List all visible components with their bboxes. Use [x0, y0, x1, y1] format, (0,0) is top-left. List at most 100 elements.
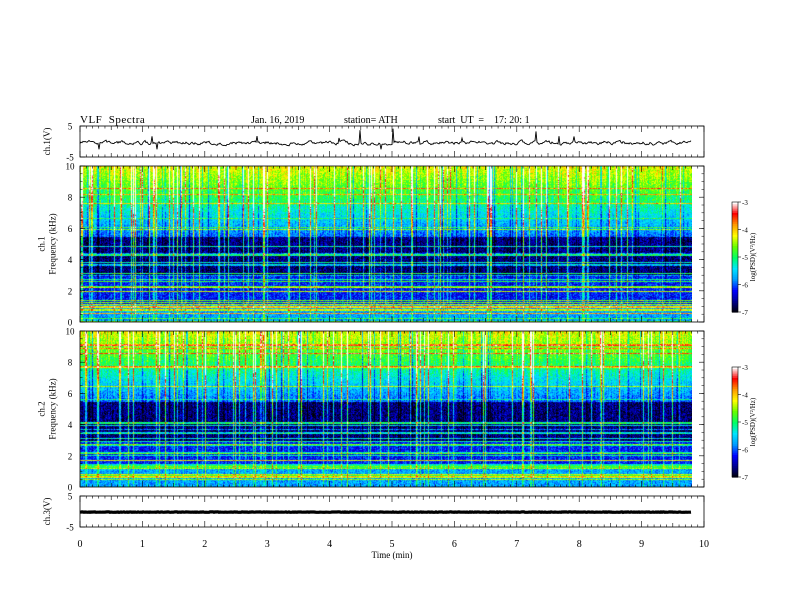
colorbar-swatch [732, 275, 738, 278]
colorbar-swatch [732, 213, 738, 216]
x-tick-label: 9 [639, 539, 644, 550]
colorbar-swatch [732, 277, 738, 280]
colorbar-swatch [732, 390, 738, 394]
x-tick-label: 8 [577, 539, 582, 550]
colorbar-swatch [732, 262, 738, 265]
colorbar-swatch [732, 376, 738, 379]
colorbar-swatch [732, 308, 738, 311]
colorbar-swatch [732, 302, 738, 306]
colorbar-swatch [732, 436, 738, 440]
colorbar-tick-label: -5 [742, 254, 748, 262]
y-axis-label-ch1-waveform: ch.1(V) [42, 128, 52, 156]
colorbar-swatch [732, 398, 738, 401]
colorbar-swatch [732, 290, 738, 293]
x-tick-label: 5 [390, 539, 395, 550]
colorbar-swatch [732, 268, 738, 271]
y-tick-label: 6 [68, 389, 73, 399]
colorbar-swatch [732, 392, 738, 396]
colorbar-swatch [732, 231, 738, 234]
colorbar-swatch [732, 282, 738, 286]
colorbar-swatch [732, 266, 738, 269]
colorbar-swatch [732, 299, 738, 302]
colorbar-swatch [732, 225, 738, 229]
colorbar-swatch [732, 455, 738, 458]
colorbar-tick-label: -3 [742, 199, 748, 207]
colorbar-swatch [732, 207, 738, 210]
y-axis-label-ch3-waveform: ch.3(V) [42, 498, 52, 526]
colorbar-swatch [732, 409, 738, 412]
colorbar-swatch [732, 240, 738, 243]
colorbar-swatch [732, 297, 738, 300]
colorbar-swatch [732, 220, 738, 223]
colorbar-swatch [732, 368, 738, 372]
colorbar-swatch [732, 379, 738, 383]
colorbar-swatch [732, 306, 738, 309]
y-tick-label: 10 [66, 327, 76, 337]
y-tick-label: 5 [68, 122, 73, 132]
colorbar-swatch [732, 425, 738, 429]
colorbar-swatch [732, 253, 738, 256]
colorbar-swatch [732, 264, 738, 267]
colorbar-swatch [732, 372, 738, 375]
header-start-time: start UT = 17: 20: 1 [438, 115, 530, 126]
colorbar-swatch [732, 400, 738, 403]
colorbar-swatch [732, 440, 738, 443]
colorbar-swatch [732, 242, 738, 245]
colorbar-swatch [732, 396, 738, 399]
colorbar-swatch [732, 412, 738, 416]
colorbar-swatch [732, 420, 738, 423]
colorbar-swatch [732, 222, 738, 225]
colorbar-swatch [732, 203, 738, 207]
colorbar-swatch [732, 249, 738, 253]
x-tick-label: 3 [265, 539, 270, 550]
colorbar-swatch [732, 269, 738, 273]
y-axis-label-ch2-spectrogram: ch.2 [37, 401, 47, 416]
y-axis-label-ch1-spectrogram: Frequency (kHz) [48, 213, 58, 274]
y-tick-label: 5 [68, 492, 73, 502]
colorbar-swatch [732, 236, 738, 240]
colorbar-swatch [732, 444, 738, 447]
colorbar-swatch [732, 374, 738, 377]
colorbar-swatch [732, 257, 738, 260]
colorbar-swatch [732, 233, 738, 236]
colorbar-swatch [732, 464, 738, 467]
y-axis-label-ch1-spectrogram: ch.1 [37, 236, 47, 251]
colorbar-label: log(PSD)(V²/Hz) [749, 397, 757, 446]
colorbar-swatch [732, 449, 738, 452]
colorbar-tick-label: -6 [742, 282, 748, 290]
y-tick-label: 8 [68, 193, 73, 203]
colorbar-swatch [732, 295, 738, 298]
colorbar-swatch [732, 451, 738, 454]
colorbar-swatch [732, 469, 738, 473]
y-tick-label: 10 [66, 162, 76, 172]
colorbar-swatch [732, 205, 738, 209]
colorbar-swatch [732, 381, 738, 385]
colorbar-swatch [732, 211, 738, 214]
colorbar-swatch [732, 244, 738, 247]
colorbar-swatch [732, 394, 738, 397]
colorbar-swatch [732, 385, 738, 388]
colorbar-swatch [732, 229, 738, 232]
colorbar-swatch [732, 209, 738, 212]
colorbar-swatch [732, 247, 738, 251]
colorbar-swatch [732, 246, 738, 249]
colorbar-swatch [732, 418, 738, 421]
x-tick-label: 10 [699, 539, 709, 550]
colorbar-swatch [732, 453, 738, 456]
colorbar-swatch [732, 383, 738, 386]
colorbar-swatch [732, 279, 738, 282]
colorbar-tick-label: -6 [742, 447, 748, 455]
x-tick-label: 6 [452, 539, 457, 550]
colorbar-swatch [732, 370, 738, 374]
colorbar-swatch [732, 438, 738, 441]
colorbar-swatch [732, 467, 738, 471]
y-tick-label: 8 [68, 358, 73, 368]
colorbar-swatch [732, 429, 738, 432]
colorbar-swatch [732, 458, 738, 462]
colorbar-swatch [732, 389, 738, 392]
y-tick-label: 4 [68, 420, 73, 430]
x-axis-label: Time (min) [372, 550, 413, 560]
y-axis-label-ch2-spectrogram: Frequency (kHz) [48, 378, 58, 439]
colorbar-swatch [732, 258, 738, 262]
